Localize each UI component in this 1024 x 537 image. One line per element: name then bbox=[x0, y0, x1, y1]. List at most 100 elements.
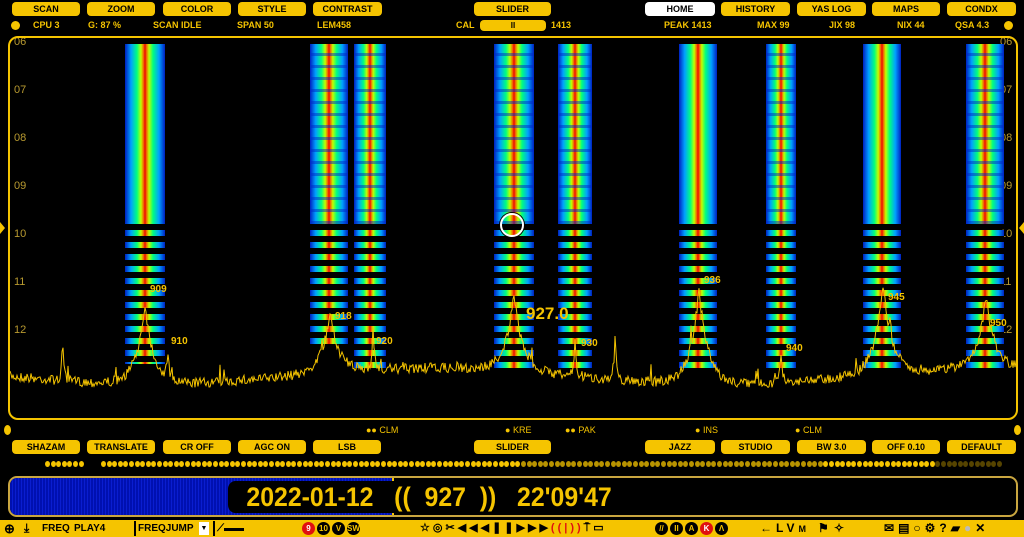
channel-dot[interactable] bbox=[980, 461, 986, 467]
channel-dot[interactable] bbox=[537, 461, 543, 467]
channel-dot[interactable] bbox=[812, 461, 818, 467]
channel-dot[interactable] bbox=[168, 461, 174, 467]
channel-dot[interactable] bbox=[151, 461, 157, 467]
channel-dot[interactable] bbox=[913, 461, 918, 467]
channel-dot[interactable] bbox=[745, 461, 750, 467]
channel-dot[interactable] bbox=[610, 461, 616, 467]
channel-dot[interactable] bbox=[453, 461, 459, 467]
channel-dot[interactable] bbox=[885, 461, 890, 467]
channel-dot[interactable] bbox=[106, 461, 112, 467]
channel-dot[interactable] bbox=[173, 461, 179, 467]
channel-dot[interactable] bbox=[263, 461, 269, 467]
channel-dot[interactable] bbox=[717, 461, 722, 467]
globe-icon[interactable]: ⊕ bbox=[4, 521, 15, 536]
channel-dot[interactable] bbox=[364, 461, 370, 467]
channel-dot[interactable] bbox=[442, 461, 448, 467]
channel-dot[interactable] bbox=[773, 461, 778, 467]
channel-dot[interactable] bbox=[358, 461, 364, 467]
channel-dot[interactable] bbox=[521, 461, 526, 467]
channel-dot[interactable] bbox=[756, 461, 762, 467]
channel-dot[interactable] bbox=[739, 461, 745, 467]
channel-dot[interactable] bbox=[554, 461, 560, 467]
channel-dot[interactable] bbox=[577, 461, 582, 467]
channel-dot[interactable] bbox=[633, 461, 638, 467]
channel-dot[interactable] bbox=[134, 461, 140, 467]
channel-dot[interactable] bbox=[862, 461, 868, 467]
channel-dot[interactable] bbox=[235, 461, 241, 467]
channel-dot[interactable] bbox=[246, 461, 252, 467]
channel-dot[interactable] bbox=[369, 461, 375, 467]
channel-dot[interactable] bbox=[952, 461, 958, 467]
channel-dot[interactable] bbox=[873, 461, 879, 467]
channel-dot[interactable] bbox=[308, 461, 314, 467]
back-arrow-icon[interactable]: ← bbox=[760, 521, 776, 535]
translate-button[interactable]: TRANSLATE bbox=[87, 440, 155, 454]
gear-icon[interactable]: ⚙ bbox=[924, 521, 940, 535]
channel-dot[interactable] bbox=[313, 461, 319, 467]
tab-yas-log[interactable]: YAS LOG bbox=[797, 2, 866, 16]
channel-dot[interactable] bbox=[280, 461, 286, 467]
channel-dot[interactable] bbox=[761, 461, 767, 467]
mode-lambda-button[interactable]: Λ bbox=[715, 522, 728, 535]
waterfall-signal-column[interactable] bbox=[766, 44, 796, 374]
channel-dot[interactable] bbox=[409, 461, 414, 467]
v-button[interactable]: V bbox=[786, 521, 799, 535]
fast-forward-icon[interactable]: ▶▶ bbox=[528, 522, 551, 534]
channel-dot[interactable] bbox=[593, 461, 599, 467]
channel-dot[interactable] bbox=[459, 461, 465, 467]
channel-dot[interactable] bbox=[179, 461, 185, 467]
tab-home[interactable]: HOME bbox=[645, 2, 715, 16]
channel-dot[interactable] bbox=[666, 461, 672, 467]
channel-dot[interactable] bbox=[823, 461, 829, 467]
channel-dot[interactable] bbox=[907, 461, 913, 467]
channel-dot[interactable] bbox=[61, 461, 67, 467]
channel-dot[interactable] bbox=[728, 461, 734, 467]
slider-button[interactable]: SLIDER bbox=[474, 2, 551, 16]
waterfall-signal-column[interactable] bbox=[354, 44, 386, 374]
chevron-down-icon[interactable]: ▼ bbox=[199, 522, 209, 535]
default-button[interactable]: DEFAULT bbox=[947, 440, 1016, 454]
channel-dot[interactable] bbox=[302, 461, 308, 467]
mode-pause-button[interactable]: II bbox=[670, 522, 683, 535]
channel-dot[interactable] bbox=[420, 461, 426, 467]
channel-dot[interactable] bbox=[241, 461, 246, 467]
channel-dot[interactable] bbox=[840, 461, 846, 467]
channel-dot[interactable] bbox=[117, 461, 123, 467]
channel-dot[interactable] bbox=[857, 461, 862, 467]
channel-dot[interactable] bbox=[638, 461, 644, 467]
channel-dot[interactable] bbox=[705, 461, 711, 467]
channel-dot[interactable] bbox=[644, 461, 650, 467]
marker-kre[interactable]: ● KRE bbox=[505, 425, 532, 435]
channel-dot[interactable] bbox=[801, 461, 806, 467]
channel-dot[interactable] bbox=[672, 461, 678, 467]
channel-dot[interactable] bbox=[56, 461, 62, 467]
channel-dot[interactable] bbox=[341, 461, 347, 467]
channel-dot[interactable] bbox=[806, 461, 812, 467]
channel-dot[interactable] bbox=[330, 461, 336, 467]
channel-dot[interactable] bbox=[50, 461, 56, 467]
channel-dot[interactable] bbox=[213, 461, 218, 467]
channel-dot[interactable] bbox=[431, 461, 437, 467]
channel-dot[interactable] bbox=[767, 461, 773, 467]
channel-dot[interactable] bbox=[157, 461, 162, 467]
channel-dot[interactable] bbox=[683, 461, 689, 467]
channel-dot[interactable] bbox=[829, 461, 834, 467]
mode-k-button[interactable]: K bbox=[700, 522, 713, 535]
channel-dot[interactable] bbox=[476, 461, 482, 467]
channel-dot[interactable] bbox=[571, 461, 577, 467]
channel-dot[interactable] bbox=[969, 461, 974, 467]
channel-dot[interactable] bbox=[201, 461, 207, 467]
channel-dot[interactable] bbox=[112, 461, 118, 467]
channel-dot[interactable] bbox=[218, 461, 224, 467]
contrast-button[interactable]: CONTRAST bbox=[313, 2, 382, 16]
compass-icon[interactable]: ✧ bbox=[834, 521, 845, 535]
channel-dot[interactable] bbox=[252, 461, 258, 467]
channel-dot[interactable] bbox=[565, 461, 571, 467]
marker-clm[interactable]: ●● CLM bbox=[366, 425, 399, 435]
channel-dot[interactable] bbox=[140, 461, 146, 467]
channel-dot[interactable] bbox=[123, 461, 129, 467]
band-v-button[interactable]: V bbox=[332, 522, 345, 535]
channel-dot[interactable] bbox=[196, 461, 202, 467]
mode-a-button[interactable]: A bbox=[685, 522, 698, 535]
channel-dot[interactable] bbox=[347, 461, 353, 467]
